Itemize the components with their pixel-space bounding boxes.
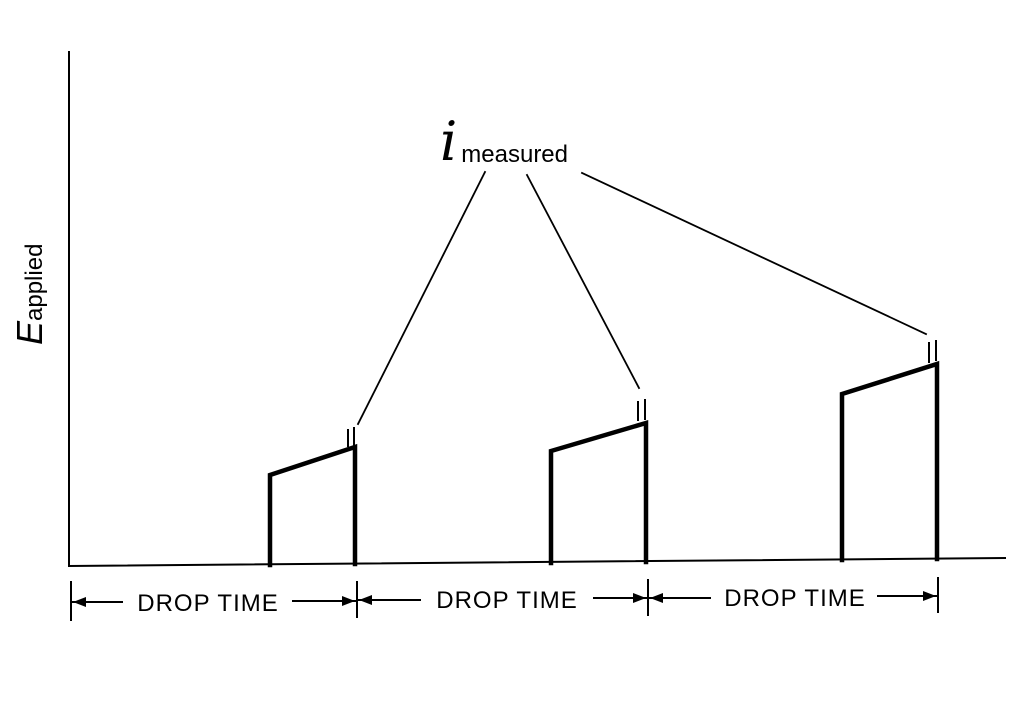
current-symbol: i [440, 110, 457, 173]
pulse-1 [267, 427, 358, 568]
y-axis-symbol: E [9, 320, 50, 345]
interval-3-arrows [649, 591, 937, 603]
interval-2-label: DROP TIME [436, 587, 577, 614]
leader-line-3 [580, 171, 928, 336]
current-subscript: measured [461, 141, 568, 168]
pulse-2 [548, 399, 649, 566]
leader-line-1 [356, 170, 487, 426]
pulse-3 [839, 340, 940, 563]
interval-1-label: DROP TIME [137, 590, 278, 617]
y-axis-label: Eapplied [9, 244, 50, 345]
interval-1-arrows [72, 596, 356, 607]
y-axis-subscript: applied [21, 244, 48, 321]
interval-2-arrows [358, 593, 647, 605]
leader-line-2 [525, 173, 641, 390]
x-axis [67, 556, 1007, 568]
interval-3-label: DROP TIME [724, 585, 865, 612]
measured-current-label: i measured [440, 110, 568, 173]
